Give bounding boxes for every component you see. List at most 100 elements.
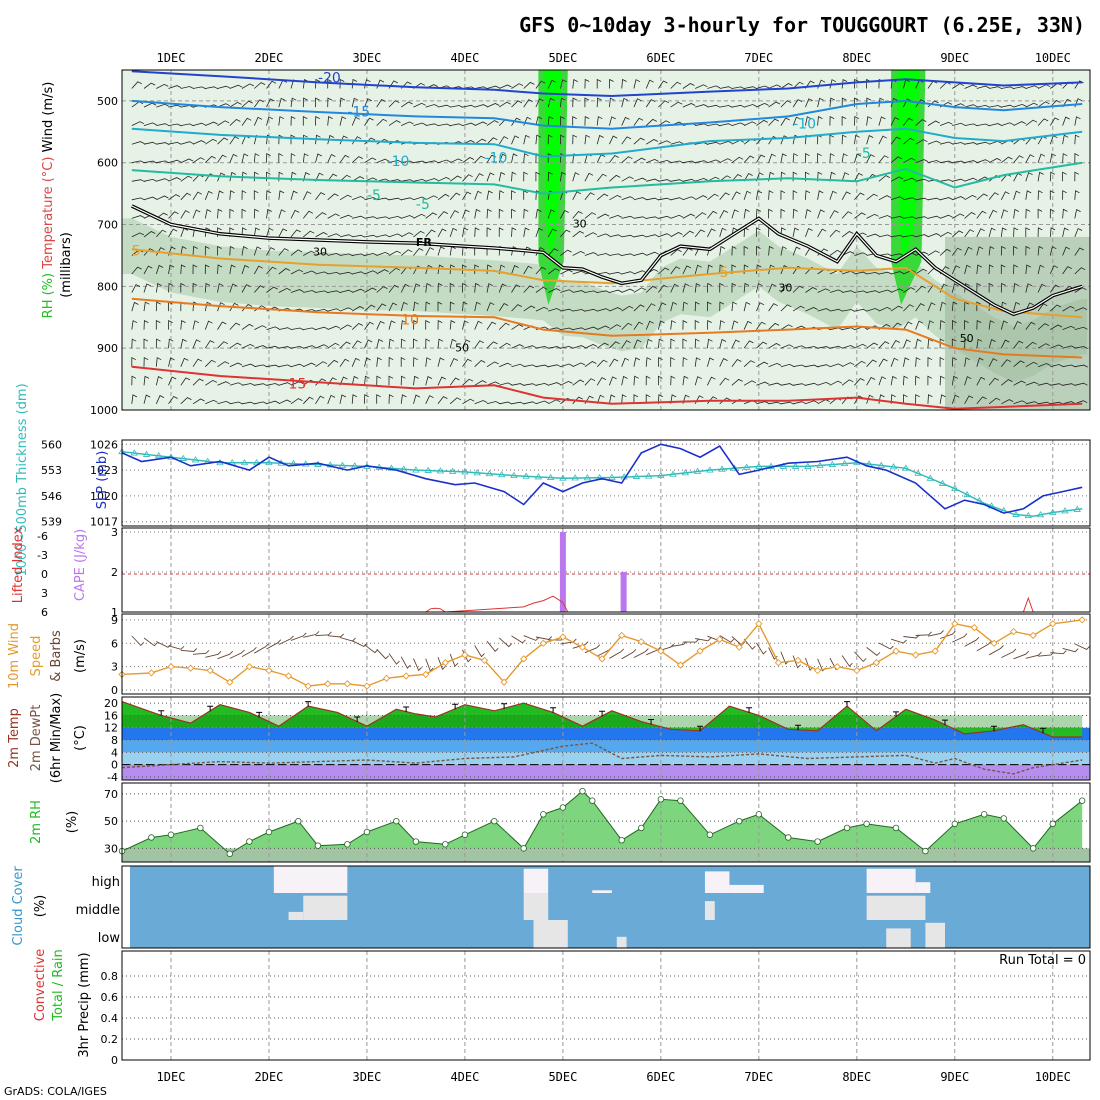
wind-barb	[866, 290, 880, 294]
wind-barb	[646, 216, 660, 220]
wind-barb	[474, 320, 483, 330]
wind10m-barb	[890, 638, 907, 644]
thickness-marker	[902, 464, 910, 471]
wind-barb	[621, 136, 632, 145]
wind-barb	[915, 119, 927, 126]
x-tick-bottom: 8DEC	[842, 1070, 871, 1084]
wind-barb	[351, 375, 359, 386]
wind-barb	[890, 271, 904, 275]
wind-barb	[351, 176, 365, 182]
wind-barb	[229, 283, 237, 293]
wind-barb	[670, 81, 682, 89]
wind-barb	[609, 394, 616, 404]
wind-barb	[303, 362, 316, 368]
wind-barb	[817, 228, 827, 238]
thickness-ylabel: 1000~500mb Thickness (dm)	[15, 383, 30, 576]
wind-barb	[609, 154, 619, 163]
wind-barb	[756, 283, 763, 293]
wind-barb	[903, 375, 909, 386]
wind-barb	[388, 100, 400, 108]
wind-barb	[1074, 400, 1088, 405]
wind10m-barb	[217, 650, 234, 660]
wind-barb	[744, 86, 758, 90]
wind-barb	[645, 285, 657, 293]
wind-barb	[498, 190, 505, 200]
wind-barb	[278, 268, 291, 275]
wind-barb	[1025, 172, 1033, 182]
wind-barb	[903, 304, 914, 312]
wind-barb	[229, 382, 243, 386]
wind-barb	[988, 339, 996, 349]
wind-barb	[266, 345, 280, 349]
wind-barb	[633, 234, 647, 238]
wind-barb	[964, 319, 969, 330]
wind-barb	[780, 83, 793, 89]
wind10m-marker	[598, 655, 606, 663]
wind-barb	[572, 134, 578, 145]
wind10m-marker	[1029, 631, 1037, 640]
wind-barb	[829, 363, 843, 368]
wind-barb	[951, 283, 959, 293]
wind-barb	[976, 85, 990, 89]
wind-barb	[156, 142, 170, 145]
thickness-marker	[583, 474, 592, 481]
wind-barb	[266, 80, 277, 89]
wind-barb	[217, 321, 227, 330]
wind-barb	[1074, 364, 1088, 368]
wind-barb	[425, 282, 432, 293]
temp-ylabel-2: 2m DewPt	[29, 705, 44, 772]
wind-barb	[890, 136, 901, 145]
wind-barb	[155, 301, 161, 312]
thickness-marker	[644, 472, 653, 479]
thickness-marker	[693, 467, 702, 474]
wind-barb	[1062, 401, 1076, 405]
wind-barb	[866, 342, 879, 349]
wind-barb	[192, 339, 201, 349]
wind-barb	[1037, 245, 1044, 256]
wind-barb	[596, 377, 607, 386]
wind-barb	[352, 253, 366, 257]
wind-barb	[462, 191, 472, 201]
wind-barb	[584, 97, 590, 108]
wind-barb	[756, 302, 765, 312]
wind-barb	[327, 325, 341, 330]
wind-barb	[388, 215, 402, 219]
wind-barb	[805, 209, 812, 219]
wind10m-barb	[351, 640, 368, 648]
wind-barb	[351, 323, 363, 330]
wind-barb	[278, 134, 284, 145]
thickness-marker	[718, 465, 726, 472]
wind-barb	[253, 265, 263, 275]
wind-barb	[535, 286, 548, 293]
wind-barb	[854, 343, 867, 349]
thickness-marker	[742, 463, 751, 470]
wind-barb	[462, 398, 475, 405]
wind-barb	[915, 197, 929, 201]
wind-barb	[768, 283, 777, 293]
precip-ylabel-part: 3hr Precip (mm)	[77, 952, 92, 1057]
wind-barb	[964, 338, 970, 349]
wind-barb	[474, 173, 484, 182]
wind-barb	[388, 394, 394, 404]
wind-barb	[131, 301, 139, 312]
wind-barb	[951, 394, 960, 404]
wind-barb	[841, 115, 847, 126]
wind-barb	[204, 227, 211, 237]
wind-barb	[511, 171, 517, 182]
wind-barb	[511, 208, 516, 219]
wind-barb	[290, 97, 297, 108]
wind10m-barb	[939, 630, 956, 639]
wind-barb	[143, 265, 153, 275]
wind-barb	[290, 153, 296, 163]
rh2m-marker	[1049, 820, 1056, 828]
wind-barb	[376, 394, 381, 404]
rh2m-yunit-part: (%)	[65, 811, 80, 834]
wind10m-marker	[1078, 616, 1086, 624]
wind-barb	[253, 153, 260, 163]
wind-barb	[890, 375, 897, 386]
wind-barb	[719, 227, 727, 238]
wind-barb	[462, 339, 471, 349]
wind-barb	[547, 171, 553, 182]
